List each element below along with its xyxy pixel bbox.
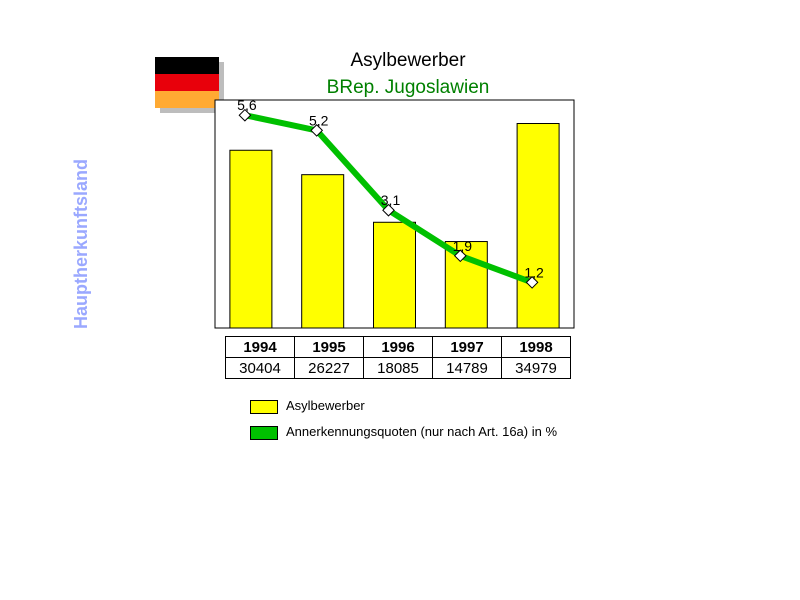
table-year-1996: 1996 [363, 336, 433, 358]
chart-title: Asylbewerber [350, 50, 466, 71]
line-point-1995 [310, 124, 324, 137]
table-row-years: 1994 1995 1996 1997 1998 [225, 336, 571, 358]
bar-1998 [516, 123, 560, 329]
legend-swatch-line [250, 425, 278, 440]
legend-label-bars: Asylbewerber [286, 398, 365, 413]
bar-1997 [444, 241, 488, 329]
line-label-1998: 1,2 [524, 264, 544, 280]
line-point-1998 [525, 276, 539, 289]
flag-stripe-gold [155, 91, 219, 108]
table-year-1995: 1995 [294, 336, 364, 358]
table-value-1996: 18085 [363, 357, 433, 379]
legend-label-line: Annerkennungsquoten (nur nach Art. 16a) … [286, 424, 558, 439]
data-table: 1994 1995 1996 1997 1998 30404 26227 18085 1478… [225, 336, 571, 379]
line-label-1995: 5,2 [309, 112, 329, 128]
table-year-1994: 1994 [225, 336, 295, 358]
line-point-1994 [238, 108, 252, 122]
table-value-1994: 30404 [225, 357, 295, 379]
german-flag-icon [155, 57, 219, 108]
chart-subtitle: BRep. Jugoslawien [326, 77, 490, 98]
table-value-1997: 14789 [432, 357, 502, 379]
flag-stripe-black [155, 57, 219, 74]
line-point-1996 [382, 203, 395, 217]
table-row-values: 30404 26227 18085 14789 34979 [225, 357, 571, 379]
bar-1994 [229, 149, 273, 329]
bar-1996 [373, 221, 416, 329]
legend-swatch-bars [250, 399, 278, 414]
table-value-1995: 26227 [294, 357, 364, 379]
line-label-1996: 3,1 [381, 192, 401, 208]
legend-item-bars: Asylbewerber [250, 398, 365, 414]
line-label-1997: 1,9 [453, 238, 473, 254]
legend-item-line: Annerkennungsquoten (nur nach Art. 16a) … [250, 424, 557, 440]
table-value-1998: 34979 [501, 357, 571, 379]
flag-stripe-red [155, 74, 219, 91]
bar-1995 [301, 174, 345, 329]
table-year-1998: 1998 [501, 336, 571, 358]
table-year-1997: 1997 [432, 336, 502, 358]
line-point-1997 [453, 249, 467, 263]
line-label-1994: 5,6 [237, 97, 257, 113]
